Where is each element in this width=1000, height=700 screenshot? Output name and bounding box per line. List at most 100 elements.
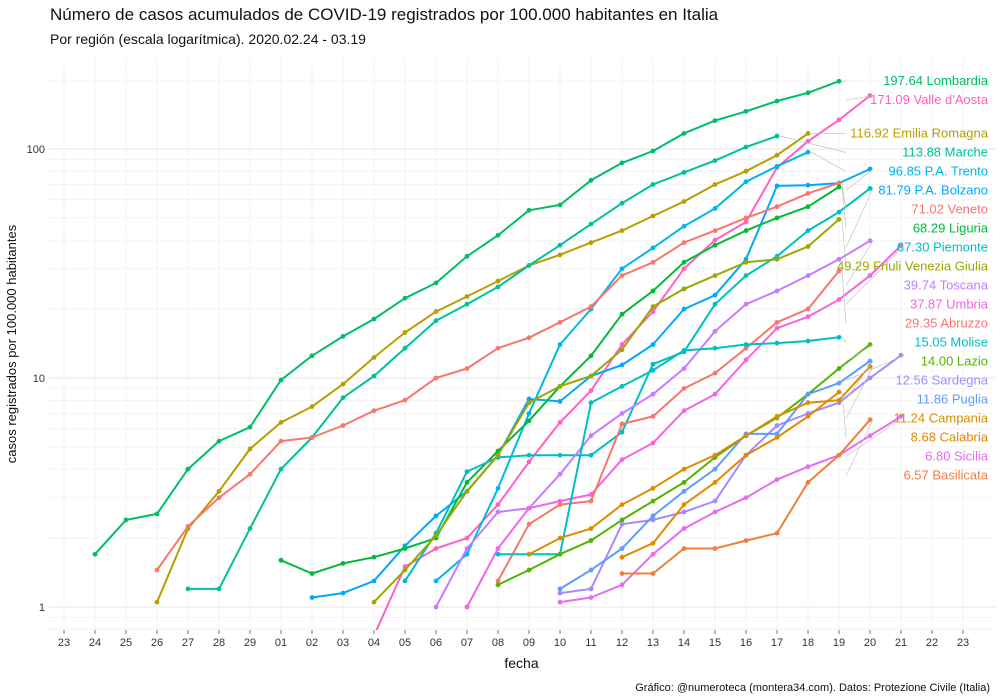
series-end-label: 197.64 Lombardia [883,73,989,88]
data-point [340,561,346,566]
data-point [495,551,501,557]
data-point [557,419,563,425]
y-tick-label: 100 [27,144,45,156]
x-tick-label: 09 [523,637,535,649]
data-point [836,297,842,302]
data-point [557,590,563,596]
data-point [619,266,625,272]
x-tick-label: 11 [585,637,596,649]
label-leader [845,240,874,286]
data-point [805,204,811,210]
data-point [588,586,594,592]
data-point [619,311,625,317]
x-tick-label: 13 [647,637,659,649]
data-point [836,380,842,386]
chart-subtitle: Por región (escala logarítmica). 2020.02… [50,31,366,47]
data-point [836,366,842,371]
data-point [402,567,408,573]
data-point [557,502,563,508]
series-line [156,132,809,603]
x-tick-label: 05 [399,637,411,649]
data-point [712,292,718,298]
data-point [588,240,594,246]
data-point [650,413,656,419]
series-line [498,336,840,556]
data-point [619,554,625,560]
data-point [712,301,718,307]
data-point [774,477,780,483]
data-point [712,345,718,351]
series-end-label: 113.88 Marche [902,144,988,159]
data-point [154,599,160,605]
data-point [557,383,563,389]
data-point [743,273,749,279]
data-point [712,242,718,248]
data-point [681,266,687,272]
data-point [712,509,718,515]
data-point [619,546,625,551]
label-leader [841,219,847,267]
data-point [557,535,563,541]
data-point [278,466,284,472]
x-tick-label: 24 [89,637,101,649]
data-point [340,423,346,428]
data-point [712,118,718,124]
data-point [774,98,780,104]
data-point [712,237,718,243]
data-point [650,304,656,310]
data-point [805,244,811,249]
label-leader [845,188,874,248]
data-point [464,294,470,299]
data-point [495,345,501,351]
data-point [805,413,811,419]
data-point [588,177,594,183]
label-leader [845,355,905,381]
data-point [495,452,501,458]
data-point [557,252,563,258]
data-point [681,408,687,414]
x-tick-label: 29 [244,637,256,649]
data-point [526,263,532,268]
data-point [619,273,625,279]
data-point [774,325,780,331]
data-point [867,273,873,279]
data-point [712,498,718,504]
data-point [650,485,656,491]
data-point [836,389,842,395]
series-end-label: 11.86 Puglia [917,391,989,406]
data-point [743,495,749,501]
y-axis-label: casos registrados por 100.000 habitantes [4,224,19,463]
data-point [371,578,377,584]
data-point [619,160,625,166]
data-point [836,452,842,458]
data-point [495,278,501,284]
data-point [681,223,687,229]
data-point [805,464,811,470]
data-point [681,240,687,246]
x-tick-label: 04 [368,637,380,649]
data-point [867,417,873,423]
x-tick-label: 17 [771,637,783,649]
label-leader [845,344,874,362]
data-point [743,219,749,225]
data-point [805,306,811,312]
data-point [712,391,718,397]
data-point [712,182,718,187]
data-point [743,259,749,265]
data-point [805,391,811,397]
data-point [340,395,346,401]
data-point [464,469,470,475]
data-point [495,582,501,588]
series-line [559,415,902,604]
data-point [867,238,873,244]
series-end-label: 11.24 Campania [894,410,989,425]
x-tick-label: 07 [461,637,473,649]
x-tick-label: 25 [120,637,132,649]
x-tick-label: 28 [213,637,225,649]
data-point [588,538,594,543]
data-point [495,232,501,238]
data-point [433,375,439,381]
data-point [743,342,749,347]
data-point [743,228,749,234]
data-point [619,457,625,463]
